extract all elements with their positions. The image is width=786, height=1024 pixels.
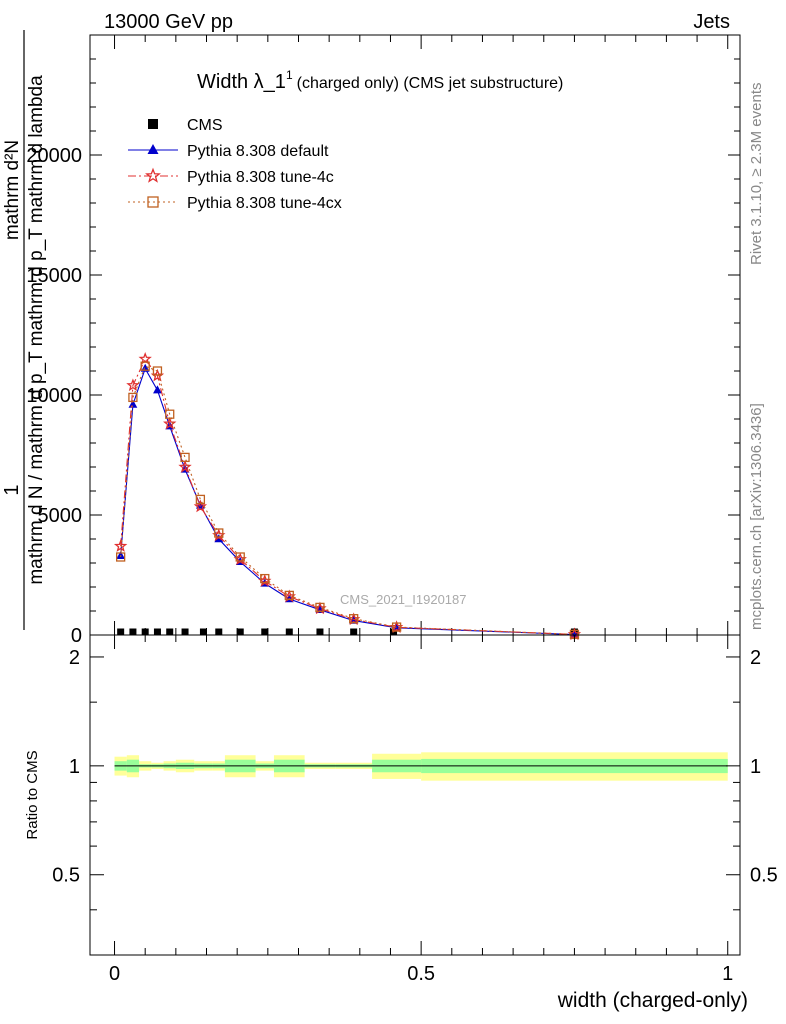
plot-title: Width λ_11 (charged only) (CMS jet substr… (197, 68, 563, 93)
data-point (126, 378, 140, 392)
data-point (284, 590, 294, 601)
data-point (128, 392, 138, 403)
data-point (285, 628, 293, 636)
data-point (236, 628, 244, 636)
legend-label: Pythia 8.308 default (187, 143, 329, 160)
mcplots-label: mcplots.cern.ch [arXiv:1306.3436] (748, 403, 765, 630)
x-axis-label: width (charged-only) (557, 989, 748, 1012)
series-open-square (116, 361, 580, 640)
rivet-label: Rivet 3.1.10, ≥ 2.3M events (748, 83, 765, 266)
ratio-tick-label: 1 (69, 756, 80, 778)
ratio-frame (89, 634, 741, 956)
x-tick-label: 1 (722, 963, 733, 985)
ratio-tick-label: 0.5 (52, 865, 80, 887)
ratio-tick-label-right: 0.5 (750, 865, 778, 887)
data-point (129, 628, 137, 636)
data-point (163, 416, 177, 430)
ratio-y-label: Ratio to CMS (24, 750, 41, 839)
legend-marker (147, 196, 159, 208)
legend-entry: CMS (148, 117, 223, 134)
y-label-denominator: mathrm d N / mathrm d p_T mathrm d p_T m… (26, 75, 47, 585)
data-point (199, 628, 207, 636)
legend-entry: Pythia 8.308 tune-4cx (128, 195, 342, 212)
data-point (214, 528, 224, 538)
data-point (153, 385, 162, 394)
data-point (315, 602, 325, 613)
ratio-tick-label-right: 1 (750, 756, 761, 778)
data-point (391, 622, 402, 632)
legend: CMS Pythia 8.308 default Pythia 8.308 tune… (128, 117, 342, 212)
legend-marker (148, 119, 158, 129)
data-point (128, 399, 138, 408)
ratio-x-ticks: 0 0.5 1 (109, 635, 733, 985)
legend-entry: Pythia 8.308 default (128, 143, 329, 160)
y-label-numerator: 1 (1, 484, 23, 495)
main-y-label: 1 mathrm d N / mathrm d p_T mathrm d p_T… (1, 30, 47, 630)
legend-marker (147, 144, 159, 154)
data-point (260, 573, 270, 584)
data-point (113, 539, 128, 552)
data-point (350, 628, 358, 636)
y-tick-label: 20000 (26, 145, 82, 167)
title-rest: (charged only) (CMS jet substructure) (297, 75, 564, 92)
title-sup: 1 (286, 68, 293, 82)
data-point (117, 628, 125, 636)
data-point (138, 351, 152, 365)
data-point (180, 452, 190, 463)
legend-label: Pythia 8.308 tune-4c (187, 169, 334, 186)
data-point (235, 552, 245, 562)
ratio-tick-label-right: 2 (750, 647, 761, 669)
data-point (141, 628, 149, 636)
main-series-group (113, 351, 582, 641)
jets-label: Jets (693, 11, 730, 33)
legend-entry: Pythia 8.308 tune-4c (128, 167, 334, 186)
title-main: Width λ_1 (197, 71, 286, 93)
ratio-y-ticks: 0.5 0.5 1 1 2 2 (52, 647, 778, 911)
x-tick-label: 0.5 (407, 963, 435, 985)
data-point (195, 494, 206, 505)
x-tick-label: 0 (109, 963, 120, 985)
data-point (140, 361, 150, 371)
y-label-top: mathrm d²N (2, 140, 23, 240)
data-point (181, 628, 189, 636)
data-point (215, 628, 223, 636)
legend-label: Pythia 8.308 tune-4cx (187, 195, 342, 212)
y-tick-label: 10000 (26, 385, 82, 407)
data-point (152, 366, 163, 376)
main-y-ticks: 0 5000 10000 15000 20000 (26, 58, 740, 647)
data-point (178, 459, 192, 473)
data-point (349, 614, 359, 624)
data-point (193, 499, 208, 513)
data-point (166, 628, 174, 636)
ratio-bands (114, 752, 728, 781)
y-tick-label: 5000 (38, 505, 83, 527)
legend-label: CMS (187, 117, 223, 134)
series-line (120, 365, 575, 635)
data-point (165, 409, 175, 419)
data-point (316, 628, 324, 636)
y-tick-label: 0 (71, 625, 82, 647)
analysis-watermark: CMS_2021_I1920187 (340, 592, 467, 607)
energy-label: 13000 GeV pp (104, 11, 233, 33)
ratio-tick-label: 2 (69, 647, 80, 669)
ratio-panel: 0.5 0.51 12 2 0 0.5 1 Ratio to CMS width (cha… (24, 634, 778, 1012)
legend-marker (145, 167, 161, 183)
data-point (261, 628, 269, 636)
data-point (153, 628, 161, 636)
data-point (116, 552, 126, 562)
y-tick-label: 15000 (26, 265, 82, 287)
